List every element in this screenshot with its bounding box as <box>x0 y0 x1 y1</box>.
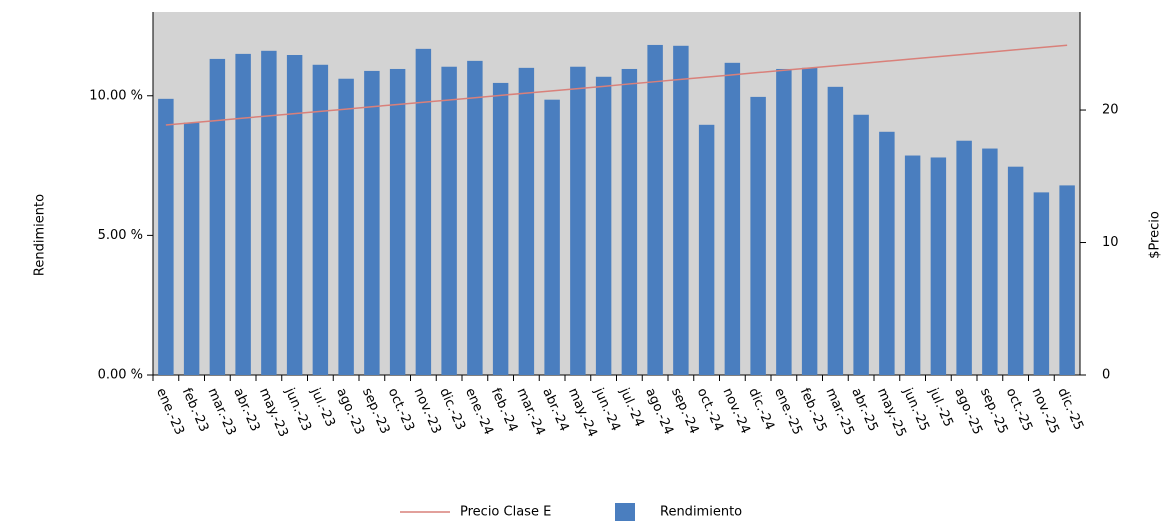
legend-label: Precio Clase E <box>460 505 551 520</box>
bar <box>441 66 457 375</box>
plot-area <box>153 12 1080 375</box>
bar <box>261 50 277 375</box>
y2-tick-label: 20 <box>1102 103 1119 118</box>
bar <box>776 68 792 375</box>
bar <box>312 64 329 376</box>
bar <box>492 82 509 375</box>
bar <box>853 114 869 375</box>
bar <box>801 67 818 375</box>
bar <box>621 68 638 375</box>
y2-tick-label: 10 <box>1102 235 1119 250</box>
bar <box>570 66 586 375</box>
y2-tick-label: 0 <box>1102 368 1110 383</box>
bar <box>904 155 921 375</box>
bar <box>518 67 535 375</box>
bar <box>338 78 354 376</box>
bar <box>879 131 895 375</box>
bar <box>647 44 663 376</box>
bar <box>467 60 483 375</box>
bar <box>595 76 612 375</box>
y-axis-label: Rendimiento <box>33 194 48 276</box>
y-tick-label: 5.00 % <box>98 228 143 243</box>
bar <box>183 122 200 376</box>
bar <box>158 98 174 376</box>
bar <box>698 124 715 375</box>
bar <box>673 45 689 375</box>
bar <box>956 140 972 375</box>
bar <box>750 96 766 375</box>
y-tick-label: 0.00 % <box>98 368 143 383</box>
bar <box>982 148 998 375</box>
y2-axis-label: $Precio <box>1148 211 1163 259</box>
bar <box>389 68 406 375</box>
bar <box>364 70 380 375</box>
bar <box>1033 192 1050 375</box>
bar <box>1059 185 1075 375</box>
bar <box>724 62 741 375</box>
bar <box>235 53 251 376</box>
legend-swatch <box>615 503 635 521</box>
legend-label: Rendimiento <box>660 505 742 520</box>
bar <box>209 58 226 376</box>
line <box>165 44 1068 126</box>
bar <box>544 99 560 375</box>
bar <box>827 86 844 375</box>
bar <box>1007 166 1024 375</box>
y-tick-label: 10.00 % <box>89 88 143 103</box>
bar <box>286 55 303 376</box>
bar <box>930 157 947 375</box>
bar <box>415 48 432 376</box>
